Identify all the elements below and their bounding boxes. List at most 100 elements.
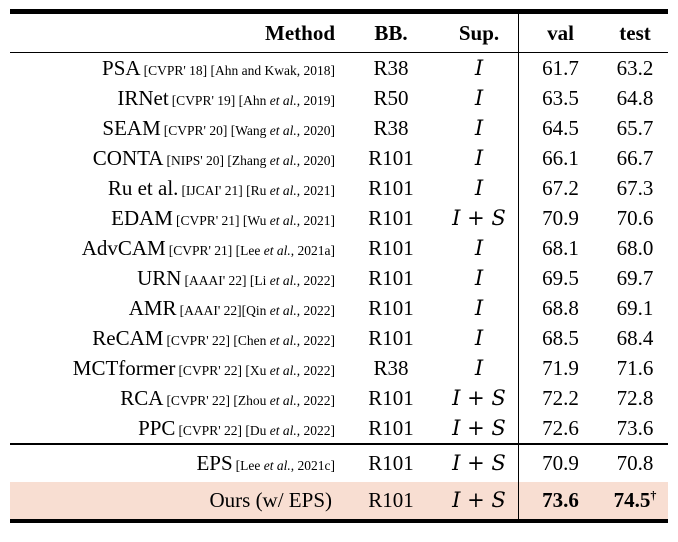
table-row: MCTformer [CVPR' 22] [Xu et al., 2022] R3… [10, 353, 668, 384]
val-cell: 64.5 [518, 113, 602, 144]
col-header-bb: BB. [374, 20, 408, 45]
citation-segment: [CVPR' 21] [Lee [168, 243, 264, 259]
table-row: CONTA [NIPS' 20] [Zhang et al., 2020] R10… [10, 143, 668, 174]
method-cell: SEAM [CVPR' 20] [Wang et al., 2020] [10, 113, 342, 143]
supervision-cell: I + S [452, 206, 506, 231]
method-citation: [IJCAI' 21] [Ru et al., 2021] [181, 183, 335, 198]
col-header-method: Method [265, 20, 335, 45]
table-row: Ours (w/ EPS) R101 I + S 73.6 74.5† [10, 481, 668, 519]
method-name: Ru et al. [107, 176, 179, 201]
val-cell: 61.7 [518, 53, 602, 84]
table-row: AMR [AAAI' 22][Qin et al., 2022] R101 I 6… [10, 293, 668, 324]
citation-segment: [NIPS' 20] [Zhang [166, 153, 270, 169]
dagger-mark: † [650, 487, 657, 502]
table-row: IRNet [CVPR' 19] [Ahn et al., 2019] R50 I… [10, 83, 668, 114]
citation-segment: , 2022] [296, 393, 335, 409]
table-row: SEAM [CVPR' 20] [Wang et al., 2020] R38 I… [10, 113, 668, 144]
table-row: Ru et al. [IJCAI' 21] [Ru et al., 2021] R… [10, 173, 668, 204]
backbone-cell: R38 [373, 56, 409, 81]
backbone-cell: R101 [368, 206, 414, 231]
method-citation: [CVPR' 22] [Chen et al., 2022] [166, 333, 335, 348]
supervision-cell: I [474, 266, 484, 291]
test-cell: 67.3 [616, 176, 654, 201]
method-citation: [AAAI' 22] [Li et al., 2022] [184, 273, 335, 288]
citation-segment: , 2022] [296, 423, 335, 439]
method-citation: [CVPR' 22] [Zhou et al., 2022] [166, 393, 335, 408]
test-cell: 74.5† [613, 487, 657, 512]
supervision-cell: I [474, 296, 484, 321]
citation-segment: et al. [263, 243, 291, 259]
test-cell: 68.0 [616, 236, 654, 261]
citation-segment: , 2022] [296, 363, 335, 379]
method-name: RCA [120, 386, 164, 411]
val-cell: 70.9 [518, 444, 602, 482]
top-rule [10, 9, 668, 14]
citation-segment: [CVPR' 22] [Zhou [166, 393, 270, 409]
citation-segment: , 2022] [296, 273, 335, 289]
test-cell: 66.7 [616, 146, 654, 171]
method-name: MCTformer [72, 356, 176, 381]
supervision-cell: I [474, 176, 484, 201]
citation-segment: et al. [269, 333, 297, 349]
supervision-cell: I [474, 356, 484, 381]
supervision-cell: I + S [452, 487, 506, 512]
table-row: EPS [Lee et al., 2021c] R101 I + S 70.9 7… [10, 444, 668, 482]
val-cell: 68.1 [518, 233, 602, 264]
method-citation: [CVPR' 20] [Wang et al., 2020] [164, 123, 335, 138]
backbone-cell: R101 [368, 326, 414, 351]
val-cell: 71.9 [518, 353, 602, 384]
citation-segment: et al. [269, 363, 297, 379]
method-cell: PSA [CVPR' 18] [Ahn and Kwak, 2018] [10, 53, 342, 83]
header-row: Method BB. Sup. val test [10, 13, 668, 52]
backbone-cell: R101 [368, 146, 414, 171]
method-name: SEAM [102, 116, 161, 141]
method-name: IRNet [117, 86, 169, 111]
method-cell: Ours (w/ EPS) [10, 482, 342, 519]
table-row: RCA [CVPR' 22] [Zhou et al., 2022] R101 I… [10, 383, 668, 414]
citation-segment: et al. [269, 303, 297, 319]
backbone-cell: R101 [368, 236, 414, 261]
val-cell: 73.6 [518, 481, 602, 519]
method-name: ReCAM [92, 326, 164, 351]
citation-segment: et al. [269, 123, 297, 139]
supervision-cell: I + S [452, 386, 506, 411]
citation-segment: , 2021a] [290, 243, 335, 259]
method-citation: [CVPR' 18] [Ahn and Kwak, 2018] [144, 63, 335, 78]
backbone-cell: R101 [368, 487, 414, 512]
backbone-cell: R101 [368, 450, 414, 475]
citation-segment: [Lee [235, 457, 264, 473]
method-name: EPS [196, 450, 233, 475]
citation-segment: , 2020] [296, 123, 335, 139]
test-cell: 68.4 [616, 326, 654, 351]
test-cell: 70.6 [616, 206, 654, 231]
method-cell: CONTA [NIPS' 20] [Zhang et al., 2020] [10, 143, 342, 173]
method-name: CONTA [92, 146, 164, 171]
method-citation: [CVPR' 19] [Ahn et al., 2019] [172, 93, 335, 108]
col-header-sup: Sup. [458, 20, 500, 45]
citation-segment: , 2019] [296, 93, 335, 109]
method-name: EDAM [111, 206, 173, 231]
test-cell: 70.8 [616, 450, 654, 475]
backbone-cell: R101 [368, 386, 414, 411]
citation-segment: , 2021c] [290, 457, 335, 473]
method-cell: MCTformer [CVPR' 22] [Xu et al., 2022] [10, 353, 342, 383]
section-rule [10, 443, 668, 445]
method-citation: [NIPS' 20] [Zhang et al., 2020] [166, 153, 335, 168]
backbone-cell: R101 [368, 266, 414, 291]
method-cell: ReCAM [CVPR' 22] [Chen et al., 2022] [10, 323, 342, 353]
method-name: PSA [102, 56, 141, 81]
val-cell: 66.1 [518, 143, 602, 174]
method-name: PPC [138, 416, 176, 441]
val-cell: 68.5 [518, 323, 602, 354]
footer-rows-section: EPS [Lee et al., 2021c] R101 I + S 70.9 7… [10, 444, 668, 519]
supervision-cell: I [474, 56, 484, 81]
citation-segment: et al. [269, 273, 297, 289]
table-row: EDAM [CVPR' 21] [Wu et al., 2021] R101 I … [10, 203, 668, 234]
col-header-val: val [518, 13, 602, 52]
citation-segment: et al. [269, 153, 297, 169]
citation-segment: et al. [269, 213, 297, 229]
method-cell: Ru et al. [IJCAI' 21] [Ru et al., 2021] [10, 173, 342, 203]
citation-segment: et al. [269, 183, 297, 199]
col-header-test: test [619, 20, 651, 45]
